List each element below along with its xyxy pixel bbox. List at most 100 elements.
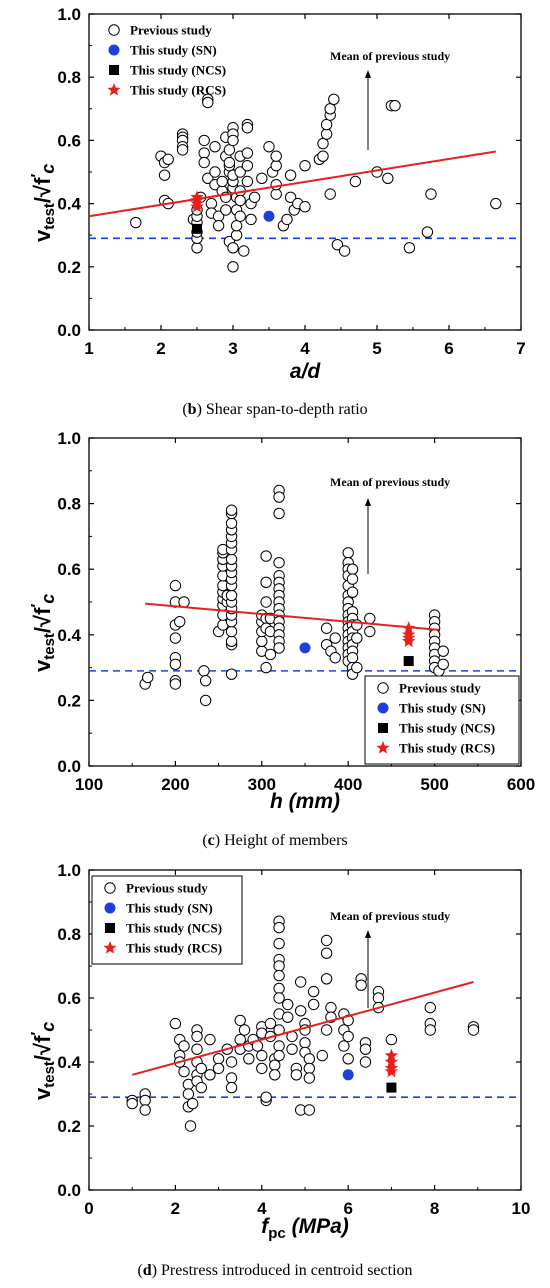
data-point bbox=[349, 175, 362, 188]
data-point bbox=[317, 137, 329, 150]
data-point bbox=[191, 1030, 203, 1043]
x-tick-label: 6 bbox=[343, 1199, 352, 1218]
data-point bbox=[263, 141, 275, 153]
legend-marker bbox=[376, 741, 390, 754]
data-point bbox=[316, 1049, 328, 1062]
plot-area bbox=[89, 484, 521, 707]
legend-label: Previous study bbox=[130, 23, 212, 38]
legend-marker bbox=[377, 702, 389, 714]
data-point bbox=[178, 596, 190, 608]
data-point bbox=[364, 625, 376, 638]
data-point bbox=[351, 632, 363, 644]
data-point bbox=[223, 144, 236, 156]
data-point bbox=[227, 242, 239, 254]
chart-shear-span: 0.0 0.2 0.4 0.6 0.8 1.0 1 2 3 4 5 6 7 vtest/√f′c a/d Me… bbox=[29, 5, 526, 383]
data-point bbox=[385, 1033, 398, 1046]
mean-line bbox=[131, 981, 474, 1076]
y-axis-label-c: c bbox=[38, 594, 58, 604]
legend-label: Previous study bbox=[126, 881, 208, 896]
legend-marker bbox=[109, 65, 119, 75]
data-point bbox=[264, 648, 277, 661]
legend-marker bbox=[104, 902, 116, 914]
legend-label: This study (SN) bbox=[126, 901, 213, 916]
data-point bbox=[389, 99, 401, 112]
x-tick-label: 0 bbox=[84, 1199, 93, 1218]
data-point bbox=[364, 612, 376, 625]
data-point bbox=[225, 504, 238, 516]
legend: Previous study This study (SN) This study … bbox=[364, 675, 520, 765]
y-axis-label-main: v bbox=[30, 659, 55, 672]
data-point bbox=[320, 118, 333, 131]
data-point bbox=[329, 652, 341, 664]
x-tick-label: 100 bbox=[75, 775, 103, 794]
annotation-arrowhead bbox=[365, 498, 371, 506]
data-point bbox=[402, 634, 416, 648]
legend-marker bbox=[105, 923, 115, 933]
x-tick-label: 2 bbox=[171, 1199, 180, 1218]
annotation-text: Mean of previous study bbox=[330, 475, 450, 489]
data-point bbox=[355, 979, 367, 991]
data-point bbox=[359, 1056, 372, 1068]
data-point bbox=[225, 589, 238, 602]
data-point bbox=[195, 1062, 208, 1075]
data-point bbox=[238, 1024, 251, 1036]
legend-label: This study (NCS) bbox=[130, 63, 226, 78]
data-point bbox=[284, 169, 297, 181]
x-axis-label-sub: pc bbox=[268, 1225, 286, 1242]
legend-label: This study (NCS) bbox=[399, 721, 495, 736]
data-point bbox=[191, 242, 203, 254]
x-axis-label: h (mm) bbox=[270, 790, 340, 813]
series-1 bbox=[299, 642, 311, 654]
data-point bbox=[227, 261, 239, 273]
x-tick-label: 2 bbox=[156, 339, 165, 358]
data-point bbox=[273, 642, 285, 654]
data-point bbox=[437, 658, 449, 671]
data-point bbox=[243, 1053, 255, 1065]
y-tick-label: 0.8 bbox=[57, 495, 81, 514]
x-axis-label: fpc (MPa) bbox=[261, 1215, 349, 1242]
data-point bbox=[241, 175, 254, 188]
y-tick-label: 0.4 bbox=[57, 1053, 81, 1072]
mean-line bbox=[145, 602, 440, 631]
data-point bbox=[198, 134, 210, 147]
data-point bbox=[273, 491, 285, 503]
y-tick-label: 0.6 bbox=[57, 560, 81, 579]
data-point bbox=[169, 579, 182, 592]
data-point bbox=[256, 635, 268, 648]
data-point bbox=[320, 973, 333, 985]
data-point bbox=[169, 632, 182, 644]
y-axis-label-rest: /√f bbox=[30, 607, 55, 633]
data-point bbox=[467, 1024, 480, 1036]
y-tick-label: 0.0 bbox=[57, 321, 81, 340]
annotation-text: Mean of previous study bbox=[330, 49, 450, 63]
data-point bbox=[174, 615, 186, 628]
data-point bbox=[192, 223, 202, 234]
y-tick-label: 0.8 bbox=[57, 68, 81, 87]
series-2 bbox=[192, 223, 202, 234]
caption-c: (c) Height of members bbox=[202, 832, 348, 849]
data-point bbox=[184, 1120, 197, 1132]
data-point bbox=[256, 1049, 268, 1062]
data-point bbox=[317, 150, 329, 162]
x-tick-label: 7 bbox=[516, 339, 525, 358]
series-1 bbox=[263, 210, 275, 222]
x-tick-label: 4 bbox=[300, 339, 310, 358]
data-point bbox=[273, 969, 285, 982]
legend-marker bbox=[108, 24, 120, 36]
data-point bbox=[225, 517, 238, 529]
data-point bbox=[273, 921, 285, 934]
data-point bbox=[195, 1081, 208, 1094]
data-point bbox=[269, 1069, 281, 1081]
data-point bbox=[234, 194, 246, 207]
data-point bbox=[241, 159, 254, 172]
data-point bbox=[299, 159, 311, 172]
y-axis-label-c: c bbox=[38, 1022, 58, 1032]
data-point bbox=[403, 656, 414, 667]
data-point bbox=[162, 153, 174, 166]
data-point bbox=[225, 635, 238, 648]
data-point bbox=[325, 1001, 337, 1014]
data-point bbox=[169, 678, 182, 690]
data-point bbox=[230, 220, 243, 232]
data-point bbox=[273, 992, 285, 1004]
x-tick-label: 4 bbox=[257, 1199, 267, 1218]
